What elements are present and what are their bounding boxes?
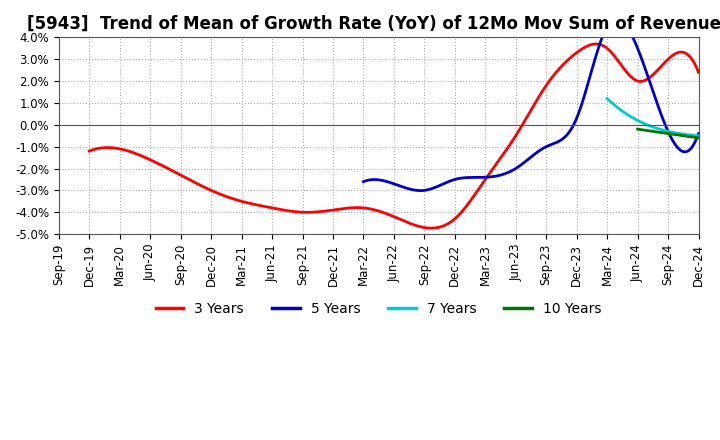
Title: [5943]  Trend of Mean of Growth Rate (YoY) of 12Mo Mov Sum of Revenues: [5943] Trend of Mean of Growth Rate (YoY… (27, 15, 720, 33)
7 Years (680, 132, 688, 137)
10 Years (634, 127, 642, 132)
Line: 10 Years: 10 Years (638, 129, 698, 138)
7 Years (657, 127, 665, 132)
7 Years (603, 96, 612, 102)
5 Years (565, 129, 574, 134)
3 Years (87, 148, 96, 153)
7 Years (694, 133, 703, 138)
3 Years (85, 148, 94, 154)
3 Years (460, 206, 469, 212)
Line: 7 Years: 7 Years (607, 99, 698, 136)
5 Years (559, 136, 567, 141)
5 Years (360, 179, 369, 184)
3 Years (694, 70, 703, 75)
Legend: 3 Years, 5 Years, 7 Years, 10 Years: 3 Years, 5 Years, 7 Years, 10 Years (150, 297, 608, 322)
Line: 3 Years: 3 Years (89, 44, 698, 228)
7 Years (659, 128, 667, 133)
5 Years (559, 135, 568, 140)
5 Years (613, 16, 621, 21)
3 Years (450, 217, 459, 222)
10 Years (694, 135, 703, 140)
7 Years (657, 127, 666, 132)
Line: 5 Years: 5 Years (364, 18, 698, 191)
7 Years (603, 96, 611, 101)
3 Years (642, 77, 650, 83)
3 Years (448, 219, 456, 224)
5 Years (416, 188, 425, 193)
3 Years (603, 45, 611, 51)
7 Years (685, 132, 694, 138)
5 Years (694, 131, 703, 136)
3 Years (593, 41, 601, 47)
5 Years (665, 132, 674, 137)
3 Years (427, 226, 436, 231)
10 Years (664, 131, 672, 136)
5 Years (359, 179, 368, 184)
5 Years (644, 74, 652, 80)
